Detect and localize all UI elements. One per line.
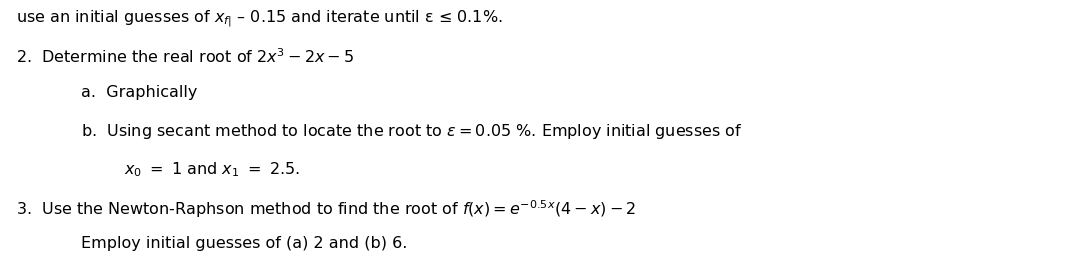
Text: $x_0\ =\ 1$ and $x_1\ =\ 2.5$.: $x_0\ =\ 1$ and $x_1\ =\ 2.5$. <box>124 160 300 178</box>
Text: Employ initial guesses of (a) 2 and (b) 6.: Employ initial guesses of (a) 2 and (b) … <box>81 236 407 251</box>
Text: b.  Using secant method to locate the root to $\varepsilon = 0.05$ %. Employ ini: b. Using secant method to locate the roo… <box>81 122 743 141</box>
Text: use an initial guesses of $x_{f|}$ – 0.15 and iterate until ε ≤ 0.1%.: use an initial guesses of $x_{f|}$ – 0.1… <box>16 8 503 29</box>
Text: 3.  Use the Newton-Raphson method to find the root of $f(x) = e^{-0.5x}(4 - x) -: 3. Use the Newton-Raphson method to find… <box>16 198 636 220</box>
Text: 2.  Determine the real root of $2x^3 - 2x - 5$: 2. Determine the real root of $2x^3 - 2x… <box>16 47 354 66</box>
Text: a.  Graphically: a. Graphically <box>81 85 198 100</box>
